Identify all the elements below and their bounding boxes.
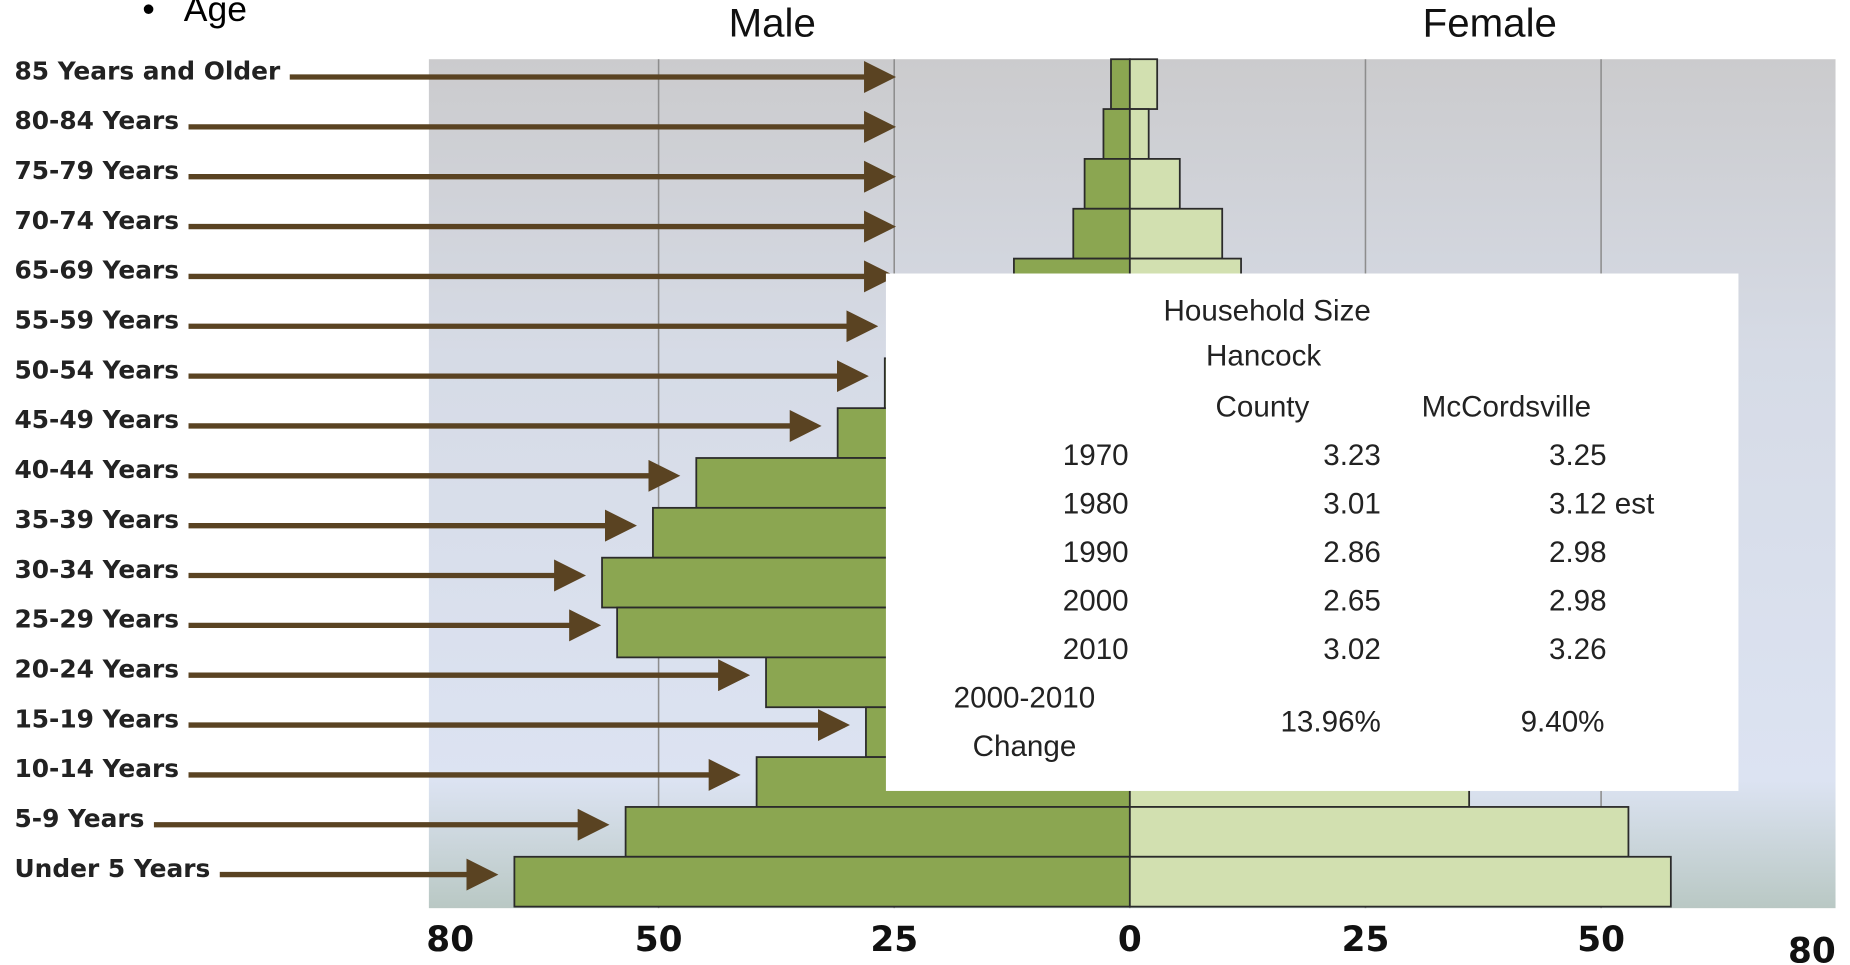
y-category-label: 5-9 Years [14, 804, 144, 833]
table-cell: 2.98 [1549, 584, 1607, 617]
y-category-label: 20-24 Years [14, 654, 179, 683]
y-category-label: 50-54 Years [14, 355, 179, 384]
table-cell: 2010 [1063, 633, 1129, 666]
y-category-label: 65-69 Years [14, 256, 179, 285]
y-category-label: 10-14 Years [14, 754, 179, 783]
x-tick-label: 80 [1788, 932, 1836, 965]
bar [1102, 108, 1131, 160]
x-tick-label: 80 [426, 920, 474, 960]
y-category-label: 45-49 Years [14, 405, 179, 434]
bar [624, 806, 1131, 858]
y-category-label: 40-44 Years [14, 455, 179, 484]
bar [1083, 158, 1131, 210]
table-cell: 2.98 [1549, 536, 1607, 569]
y-category-label: 80-84 Years [14, 106, 179, 135]
table-cell: 3.12 est [1549, 487, 1654, 520]
y-category-label: 15-19 Years [14, 704, 179, 733]
table-cell: 9.40% [1521, 705, 1605, 738]
y-category-label: 30-34 Years [14, 555, 179, 584]
table-cell: 1990 [1063, 536, 1129, 569]
x-tick-label: 50 [635, 920, 683, 960]
y-category-label: 85 Years and Older [14, 56, 281, 85]
table-cell: 2.65 [1323, 584, 1381, 617]
table-cell: 1970 [1063, 439, 1129, 472]
table-cell: 2.86 [1323, 536, 1381, 569]
table-cell: 13.96% [1280, 705, 1380, 738]
y-category-label: 25-29 Years [14, 605, 179, 634]
bar [1072, 207, 1131, 260]
y-category-label: 70-74 Years [14, 206, 179, 235]
bar [1128, 806, 1630, 858]
table-cell: 1980 [1063, 487, 1129, 520]
table-cell: 3.25 [1549, 439, 1607, 472]
table-cell: 3.26 [1549, 633, 1607, 666]
y-category-label: Under 5 Years [14, 854, 210, 883]
y-category-label: 55-59 Years [14, 306, 179, 335]
bar [1128, 207, 1224, 260]
bar [1128, 158, 1181, 210]
table-title: Hancock [1206, 339, 1321, 372]
table-header: County [1216, 390, 1310, 423]
y-category-label: 35-39 Years [14, 505, 179, 534]
table-header: McCordsville [1422, 390, 1591, 423]
x-tick-label: 25 [1342, 920, 1390, 960]
bullet-text: Age [184, 0, 247, 29]
bar [1110, 58, 1131, 110]
table-cell: 3.01 [1323, 487, 1381, 520]
table-title: Household Size [1164, 294, 1371, 327]
table-cell: 2000 [1063, 584, 1129, 617]
bar [1128, 58, 1159, 110]
table-cell: Change [973, 730, 1077, 763]
bar [1128, 108, 1150, 160]
legend-label: Male [729, 1, 816, 46]
bullet: • [142, 0, 154, 29]
table-cell: 2000-2010 [954, 682, 1096, 715]
legend-label: Female [1423, 1, 1557, 46]
table-cell: 3.23 [1323, 439, 1381, 472]
bar [1128, 855, 1672, 908]
table-box [885, 273, 1739, 791]
x-tick-label: 0 [1118, 920, 1142, 960]
bar [513, 855, 1131, 908]
x-tick-label: 25 [870, 920, 918, 960]
table-cell: 3.02 [1323, 633, 1381, 666]
y-category-label: 75-79 Years [14, 156, 179, 185]
x-tick-label: 50 [1577, 920, 1625, 960]
